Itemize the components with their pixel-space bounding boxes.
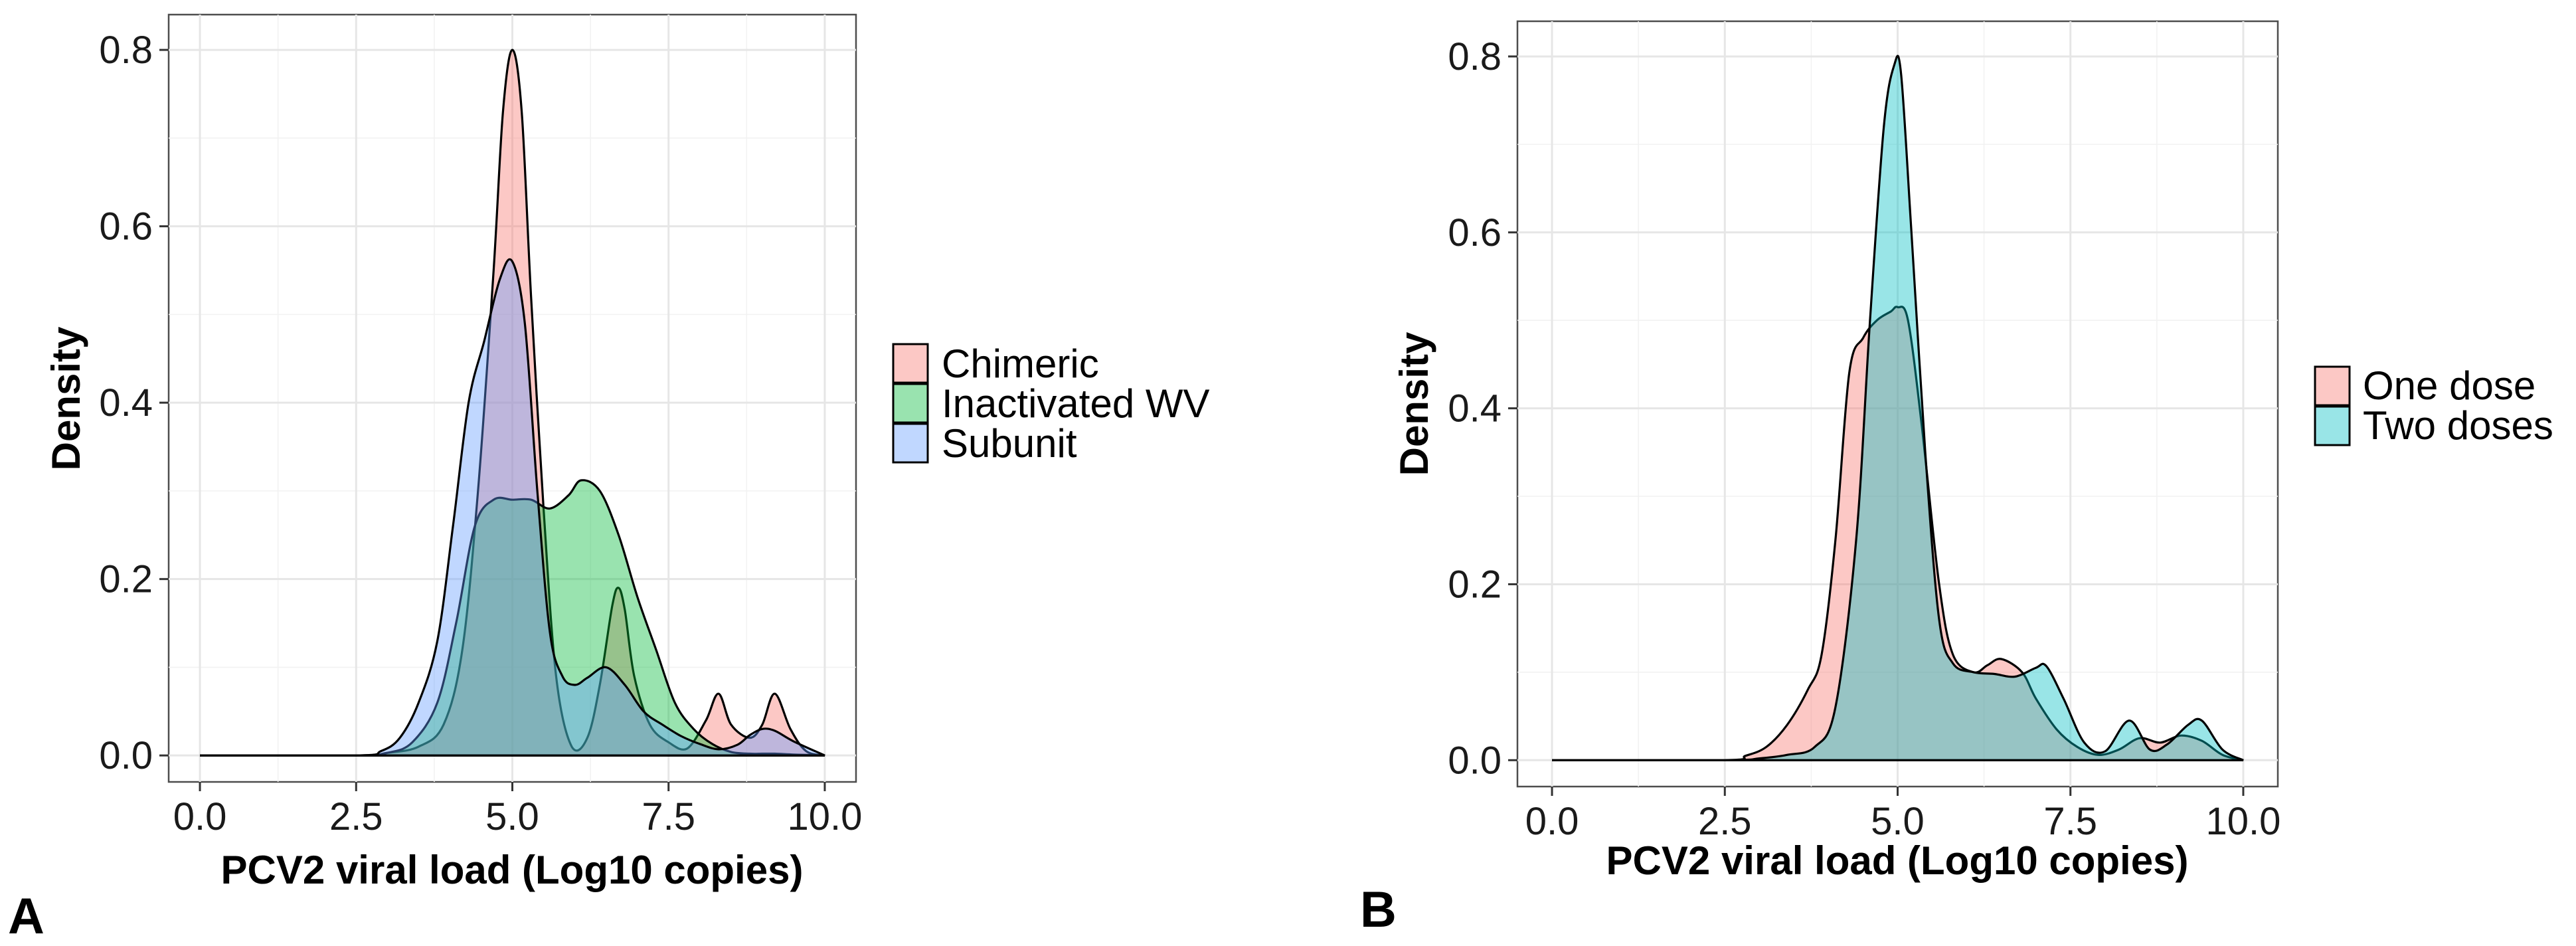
panel-a-y-tick-label: 0.0 bbox=[99, 734, 153, 777]
panel-a-legend-label-inactivated-wv: Inactivated WV bbox=[942, 381, 1210, 426]
panel-b-legend-key-one-dose bbox=[2314, 365, 2351, 407]
panel-a-legend: Chimeric Inactivated WV Subunit bbox=[892, 341, 1210, 466]
panel-a-y-tick-label: 0.2 bbox=[99, 558, 153, 601]
panel-a-label: A bbox=[8, 888, 44, 945]
panel-a-y-tick-label: 0.8 bbox=[99, 29, 153, 72]
panel-a-x-ticks: 0.0 2.5 5.0 7.5 10.0 bbox=[173, 782, 863, 838]
panel-b-legend-key-two-doses bbox=[2314, 405, 2351, 446]
panel-b-y-ticks: 0.0 0.2 0.4 0.6 0.8 bbox=[1448, 35, 1517, 782]
panel-b-legend-label-one-dose: One dose bbox=[2363, 363, 2535, 408]
panel-b-x-tick-label: 10.0 bbox=[2206, 800, 2281, 843]
panel-a-density-chimeric bbox=[199, 48, 825, 757]
panel-b-x-tick-label: 0.0 bbox=[1525, 800, 1579, 843]
panel-b-density-series bbox=[1552, 54, 2244, 761]
panel-a-x-tick-label: 2.5 bbox=[329, 795, 383, 838]
panel-b-gridlines bbox=[1517, 21, 2278, 787]
panel-b-label: B bbox=[1360, 882, 1397, 938]
panel-b-y-tick-label: 0.6 bbox=[1448, 211, 1502, 254]
panel-b-x-tick-label: 2.5 bbox=[1698, 800, 1752, 843]
panel-b-y-tick-label: 0.4 bbox=[1448, 387, 1502, 430]
panel-b-x-tick-label: 5.0 bbox=[1871, 800, 1925, 843]
panel-a: 0.0 2.5 5.0 7.5 10.0 0.0 0.2 0.4 0.6 0.8 PCV2 vi… bbox=[8, 13, 1210, 945]
panel-a-legend-key-inactivated-wv bbox=[892, 383, 929, 424]
panel-a-y-tick-label: 0.4 bbox=[99, 381, 153, 425]
panel-a-legend-label-subunit: Subunit bbox=[942, 421, 1077, 466]
panel-b-y-tick-label: 0.2 bbox=[1448, 563, 1502, 606]
panel-b: 0.0 2.5 5.0 7.5 10.0 0.0 0.2 0.4 0.6 0.8 PCV2 vi… bbox=[1360, 20, 2553, 938]
panel-b-legend: One dose Two doses bbox=[2314, 363, 2553, 448]
panel-a-y-ticks: 0.0 0.2 0.4 0.6 0.8 bbox=[99, 29, 169, 777]
panel-a-legend-key-chimeric bbox=[892, 343, 929, 384]
panel-b-legend-label-two-doses: Two doses bbox=[2363, 403, 2553, 448]
panel-b-y-tick-label: 0.0 bbox=[1448, 739, 1502, 782]
panel-b-x-axis-title: PCV2 viral load (Log10 copies) bbox=[1606, 838, 2189, 883]
panel-a-x-tick-label: 0.0 bbox=[173, 795, 227, 838]
panel-a-density-inactivated-wv bbox=[199, 479, 825, 757]
panel-b-y-axis-title: Density bbox=[1392, 331, 1436, 476]
panel-a-legend-label-chimeric: Chimeric bbox=[942, 341, 1099, 386]
panel-a-x-tick-label: 10.0 bbox=[788, 795, 863, 838]
panel-a-x-tick-label: 7.5 bbox=[642, 795, 695, 838]
panel-a-legend-key-subunit bbox=[892, 423, 929, 464]
panel-a-x-tick-label: 5.0 bbox=[485, 795, 539, 838]
panel-b-y-tick-label: 0.8 bbox=[1448, 35, 1502, 78]
panel-b-x-ticks: 0.0 2.5 5.0 7.5 10.0 bbox=[1525, 787, 2281, 843]
panel-a-density-series bbox=[199, 48, 825, 757]
panel-a-y-tick-label: 0.6 bbox=[99, 205, 153, 248]
panel-a-density-subunit bbox=[199, 258, 825, 757]
panel-a-y-axis-title: Density bbox=[44, 326, 88, 470]
panel-a-x-axis-title: PCV2 viral load (Log10 copies) bbox=[221, 848, 804, 892]
panel-b-x-tick-label: 7.5 bbox=[2043, 800, 2097, 843]
panel-b-density-two-doses bbox=[1552, 54, 2244, 761]
